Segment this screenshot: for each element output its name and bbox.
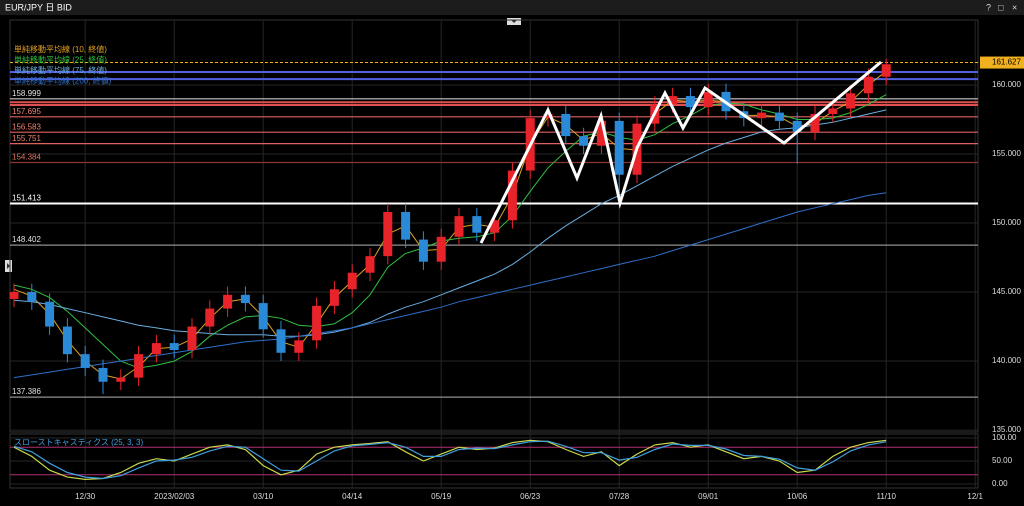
price-panel [9, 19, 979, 433]
last-price-box [980, 56, 1024, 69]
candle-body [240, 294, 250, 304]
candle-body [45, 301, 55, 327]
candle-body [134, 354, 144, 378]
candle-body [80, 354, 90, 368]
candle-body [596, 120, 606, 146]
legend-entry: 単純移動平均線 (25, 終値) [14, 55, 107, 65]
candle-body [418, 239, 428, 262]
x-tick-label: 03/10 [253, 492, 274, 501]
candle-body [846, 93, 856, 109]
candle-body [258, 303, 268, 330]
x-tick-label: 09/01 [698, 492, 719, 501]
moving-average-line [13, 109, 887, 337]
trend-drawing [479, 60, 882, 244]
candle-body [579, 136, 589, 146]
candle-body [276, 329, 286, 353]
candle-body [294, 340, 304, 353]
level-label: 137.386 [12, 387, 41, 396]
candle-body [383, 211, 393, 257]
title-bar [0, 0, 1024, 15]
candle-body [703, 91, 713, 108]
candle-body [312, 305, 322, 341]
side-tab-icon [7, 263, 10, 269]
level-label: 154.384 [12, 153, 41, 162]
level-label: 151.413 [12, 194, 41, 203]
candle-body [401, 211, 411, 240]
candle-body [205, 308, 215, 327]
x-tick-label: 04/14 [342, 492, 363, 501]
candle-body [561, 113, 571, 137]
candle-body [472, 216, 482, 233]
close-button[interactable]: × [1012, 2, 1017, 12]
window-title: EUR/JPY 日 BID [5, 2, 72, 12]
candle-body [507, 170, 517, 221]
oscillator-line [13, 440, 887, 480]
x-tick-label: 12/1 [967, 492, 983, 501]
candle-body [685, 96, 695, 108]
panel-title: スローストキャスティクス (25, 3, 3) [14, 438, 143, 447]
candle-body [436, 236, 446, 262]
y-tick-label: 100.00 [992, 433, 1017, 442]
help-button[interactable]: ? [986, 2, 991, 12]
last-price-label: 161.627 [992, 58, 1021, 67]
candle-body [881, 64, 891, 77]
candle-body [757, 112, 767, 119]
y-tick-label: 145.000 [992, 287, 1021, 296]
candle-body [27, 292, 37, 302]
x-tick-label: 12/30 [75, 492, 96, 501]
moving-average-line [13, 94, 887, 369]
candle-body [187, 326, 197, 351]
y-tick-label: 160.000 [992, 80, 1021, 89]
candle-body [9, 292, 19, 299]
candle-body [151, 343, 161, 355]
candle-body [454, 216, 464, 237]
candle-body [774, 112, 784, 121]
y-tick-label: 150.000 [992, 218, 1021, 227]
legend-entry: 単純移動平均線 (75, 終値) [14, 65, 107, 75]
x-tick-label: 11/10 [876, 492, 896, 501]
candle-body [614, 120, 624, 175]
y-tick-label: 50.00 [992, 456, 1013, 465]
candle-body [365, 256, 375, 273]
candle-body [543, 113, 553, 119]
legend-entry: 単純移動平均線 (200, 終値) [14, 76, 112, 86]
maximize-button[interactable]: □ [998, 2, 1004, 12]
y-tick-label: 140.000 [992, 356, 1021, 365]
candle-body [828, 108, 838, 114]
candle-body [792, 120, 802, 132]
x-tick-label: 07/28 [609, 492, 630, 501]
y-tick-label: 135.000 [992, 425, 1021, 434]
moving-average-line [13, 192, 887, 379]
y-tick-label: 155.000 [992, 149, 1021, 158]
x-tick-label: 2023/02/03 [154, 492, 195, 501]
level-label: 148.402 [12, 235, 41, 244]
candle-body [329, 289, 339, 306]
level-label: 156.583 [12, 122, 41, 131]
candle-body [347, 272, 357, 290]
level-label: 157.695 [12, 107, 41, 116]
candle-body [169, 343, 179, 351]
x-tick-label: 05/19 [431, 492, 452, 501]
candle-body [116, 377, 126, 382]
y-tick-label: 0.00 [992, 479, 1008, 488]
candle-body [98, 367, 108, 382]
candle-body [62, 326, 72, 355]
x-tick-label: 10/06 [787, 492, 808, 501]
level-label: 155.751 [12, 134, 41, 143]
candle-body [490, 220, 500, 233]
level-label: 158.999 [12, 89, 41, 98]
oscillator-line [13, 439, 887, 481]
candle-body [223, 294, 233, 309]
collapse-icon [511, 20, 517, 23]
candle-body [668, 96, 678, 105]
candle-body [863, 76, 873, 94]
candle-body [810, 113, 820, 132]
legend-entry: 単純移動平均線 (10, 終値) [14, 44, 107, 54]
x-tick-label: 06/23 [520, 492, 541, 501]
